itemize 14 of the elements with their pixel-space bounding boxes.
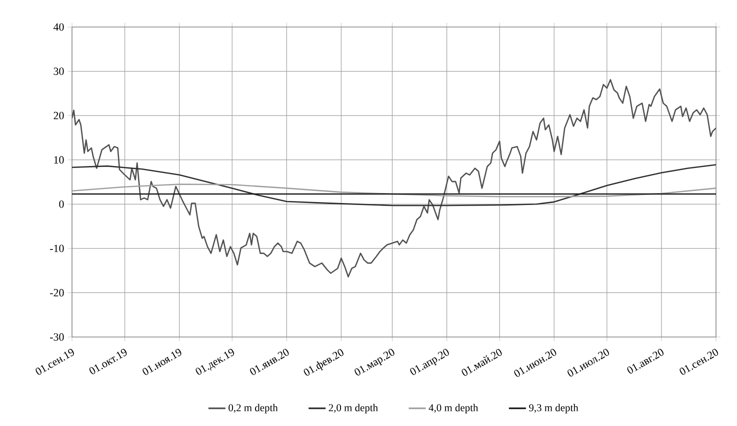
line-series: [72, 164, 716, 206]
y-tick-label: 40: [53, 23, 64, 31]
legend-label: 4,0 m depth: [428, 404, 478, 414]
y-tick-label: 30: [54, 68, 64, 75]
y-tick-label: -30: [50, 333, 64, 341]
y-tick-label: -20: [50, 289, 64, 296]
legend-label: 9,3 m depth: [529, 404, 578, 414]
y-tick-label: -10: [50, 244, 64, 252]
legend-label: 0,2 m depth: [228, 404, 278, 414]
line-series: [72, 79, 716, 278]
y-tick-label: 10: [54, 156, 64, 164]
y-tick-label: 0: [59, 200, 64, 208]
y-tick-label: 20: [54, 112, 64, 120]
legend-label: 2,0 m depth: [328, 404, 378, 414]
